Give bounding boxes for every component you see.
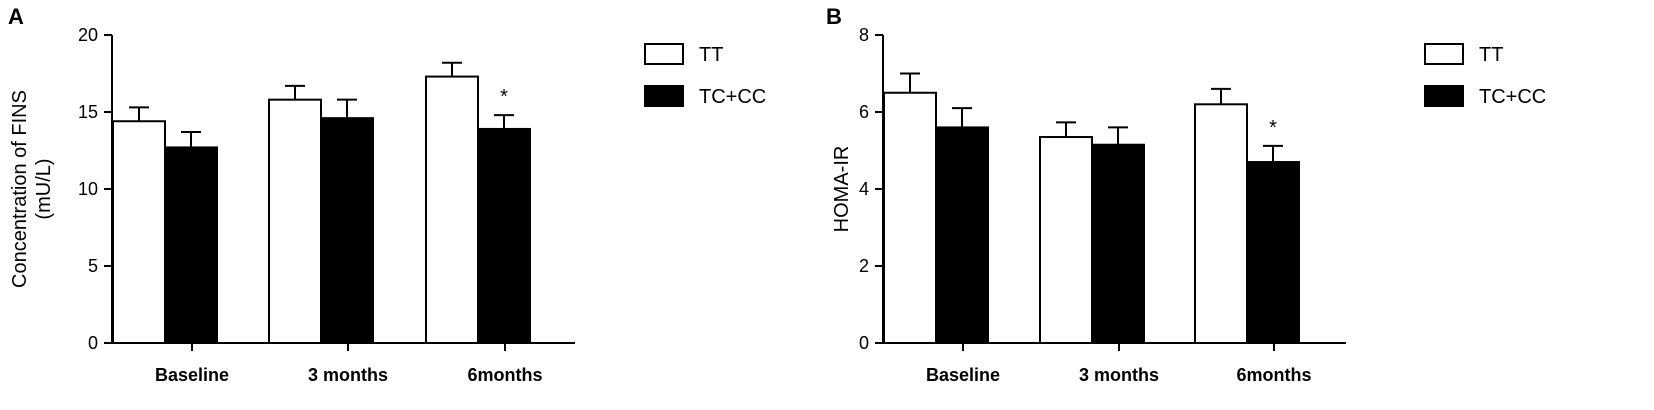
y-tick-label: 15	[78, 102, 98, 122]
bar	[425, 75, 479, 345]
y-tick-label: 0	[88, 333, 98, 353]
bar	[1194, 103, 1248, 344]
bar	[268, 98, 322, 345]
panel-label: B	[826, 4, 842, 29]
significance-marker: *	[1269, 117, 1277, 139]
y-tick-label: 2	[859, 256, 869, 276]
y-tick-label: 6	[859, 102, 869, 122]
y-tick-label: 10	[78, 179, 98, 199]
y-tick-label: 4	[859, 179, 869, 199]
bar	[935, 126, 989, 345]
y-axis-title: HOMA-IR	[831, 146, 853, 233]
bar	[164, 146, 218, 344]
bar	[320, 117, 374, 344]
x-category-label: 3 months	[308, 365, 388, 385]
y-axis-title: Concentration of FINS	[9, 90, 31, 288]
legend-label: TC+CC	[699, 86, 766, 108]
x-category-label: 3 months	[1079, 365, 1159, 385]
panel-label: A	[8, 4, 24, 29]
panel-b: B HOMA-IR 0 2 4 6 8 Baseline 3 months 6months * TT T…	[826, 4, 1546, 385]
legend-swatch	[1424, 43, 1464, 65]
y-tick-label: 20	[78, 25, 98, 45]
legend-label: TT	[699, 44, 723, 66]
y-tick-label: 5	[88, 256, 98, 276]
x-category-label: Baseline	[926, 365, 1000, 385]
panel-a: A Concentration of FINS (mU/L) 0 5 10 15 20 Base…	[8, 4, 766, 385]
legend-label: TC+CC	[1479, 86, 1546, 108]
legend-swatch	[644, 85, 684, 107]
bar	[1246, 161, 1300, 344]
legend-label: TT	[1479, 44, 1503, 66]
bar	[112, 120, 166, 344]
x-category-label: 6months	[1236, 365, 1311, 385]
bar	[477, 127, 531, 344]
legend-swatch	[644, 43, 684, 65]
bar	[883, 91, 937, 344]
y-tick-label: 0	[859, 333, 869, 353]
legend-swatch	[1424, 85, 1464, 107]
bar	[1091, 143, 1145, 344]
y-tick-label: 8	[859, 25, 869, 45]
x-category-label: 6months	[467, 365, 542, 385]
y-axis-unit: (mU/L)	[33, 158, 55, 219]
x-category-label: Baseline	[155, 365, 229, 385]
significance-marker: *	[500, 86, 508, 108]
bar	[1039, 136, 1093, 344]
